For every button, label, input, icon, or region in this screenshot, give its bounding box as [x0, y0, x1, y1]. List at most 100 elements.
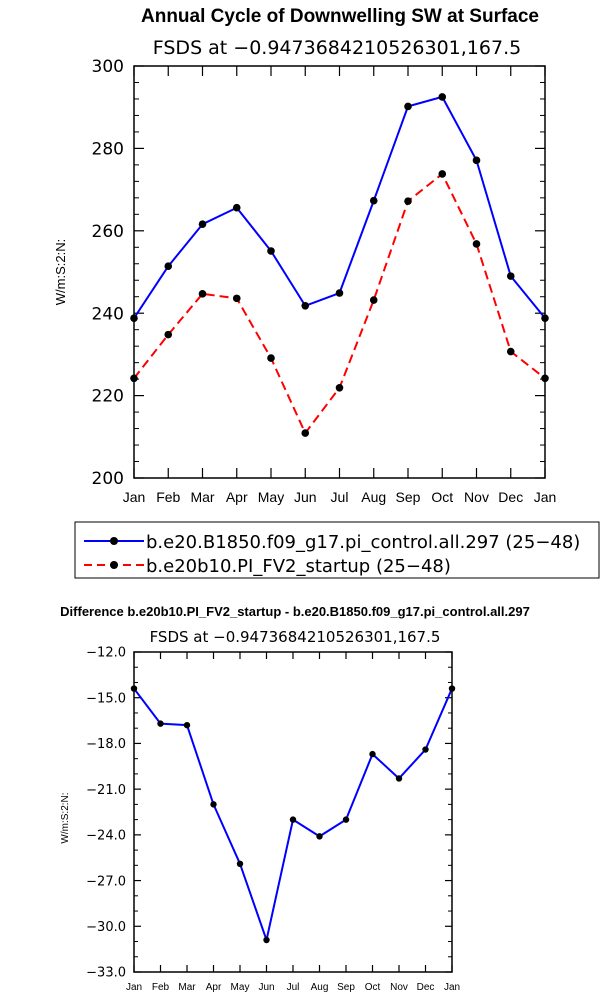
x-tick-label: Dec: [498, 489, 523, 505]
plot-area: 200 220 240 260 280 300 Jan Feb Mar Apr May Jun Jul A…: [92, 57, 557, 505]
legend-marker-control: [110, 537, 118, 545]
x-tick-label: Jun: [258, 982, 274, 993]
x-tick-label: Feb: [152, 982, 170, 993]
x-tick-label: Mar: [190, 489, 214, 505]
x-tick-label: Dec: [417, 982, 435, 993]
x-tick-label: Aug: [361, 489, 386, 505]
y-tick-label: −33.0: [86, 966, 126, 981]
x-tick-label: Jun: [294, 489, 317, 505]
data-point: [130, 314, 138, 322]
y-tick-label: 240: [92, 304, 124, 324]
y-tick-label: 300: [92, 57, 124, 77]
x-tick-label: Aug: [311, 982, 329, 993]
legend-marker-startup: [110, 561, 118, 569]
x-tick-label: May: [258, 489, 284, 505]
x-tick-label: Jan: [126, 982, 142, 993]
x-tick-label: Oct: [365, 982, 381, 993]
annual-cycle-chart: Annual Cycle of Downwelling SW at Surfac…: [53, 6, 556, 505]
y-tick-label: −12.0: [86, 646, 126, 661]
data-point: [130, 374, 138, 383]
data-point: [198, 220, 207, 229]
data-point: [263, 936, 270, 944]
y-tick-label: −30.0: [86, 920, 126, 935]
data-point: [335, 383, 344, 392]
x-tick-label: Jul: [287, 982, 300, 993]
x-tick-label: Apr: [226, 489, 248, 505]
data-point: [506, 347, 515, 356]
difference-plot-area: −33.0 −30.0 −27.0 −24.0 −21.0 −18.0 −15.0 −12.0…: [86, 646, 460, 993]
plot-frame: [133, 65, 546, 479]
data-point: [506, 272, 515, 280]
data-point: [232, 294, 241, 303]
data-point: [448, 685, 456, 692]
y-tick-label: −24.0: [86, 829, 126, 844]
data-point: [335, 289, 344, 297]
y-tick-label: −18.0: [86, 737, 126, 752]
data-point: [267, 354, 275, 362]
y-tick-label: −15.0: [86, 691, 126, 706]
data-point: [316, 833, 323, 840]
legend-label-control: b.e20.B1850.f09_g17.pi_control.all.297 (…: [146, 532, 580, 553]
series-line: [133, 95, 546, 319]
legend: b.e20.B1850.f09_g17.pi_control.all.297 (…: [74, 521, 600, 579]
x-tick-label: Oct: [431, 489, 453, 505]
x-tick-label: Sep: [396, 489, 421, 505]
data-point: [369, 196, 378, 205]
chart-title: Annual Cycle of Downwelling SW at Surfac…: [141, 6, 539, 27]
data-point: [164, 330, 173, 339]
data-point: [232, 203, 241, 212]
data-point: [267, 247, 275, 255]
data-point: [541, 314, 549, 322]
y-tick-label: −27.0: [86, 874, 126, 889]
y-tick-label: 200: [92, 469, 124, 489]
data-point: [130, 685, 138, 692]
y-tick-label: 280: [92, 140, 124, 160]
data-point: [472, 240, 481, 248]
data-point: [369, 296, 378, 304]
difference-chart-title: Difference b.e20b10.PI_FV2_startup - b.e…: [60, 604, 530, 619]
series-line: [133, 172, 546, 435]
plot-frame: [133, 651, 453, 973]
chart-subtitle: FSDS at −0.9473684210526301,167.5: [153, 37, 521, 59]
data-point: [342, 816, 350, 823]
data-point: [541, 374, 549, 383]
data-point: [301, 301, 310, 310]
data-point: [236, 860, 244, 868]
data-point: [422, 746, 429, 753]
legend-label-startup: b.e20b10.PI_FV2_startup (25−48): [146, 556, 451, 577]
data-point: [157, 720, 164, 727]
x-tick-label: Jan: [534, 489, 557, 505]
y-tick-label: 260: [92, 222, 124, 242]
x-tick-label: Sep: [337, 982, 355, 993]
y-tick-label: 220: [92, 387, 124, 407]
difference-chart: Difference b.e20b10.PI_FV2_startup - b.e…: [60, 604, 530, 993]
x-tick-label: May: [231, 982, 250, 993]
y-tick-label: −21.0: [86, 783, 126, 798]
difference-chart-subtitle: FSDS at −0.9473684210526301,167.5: [150, 628, 441, 646]
x-tick-label: Nov: [464, 489, 489, 505]
data-point: [395, 775, 403, 782]
data-point: [301, 429, 310, 437]
series-line: [133, 687, 453, 941]
data-point: [183, 721, 191, 729]
data-point: [438, 170, 447, 178]
x-tick-label: Nov: [390, 982, 408, 993]
y-axis-label: W/m:S:2:N:: [53, 239, 68, 305]
x-tick-label: Feb: [156, 489, 180, 505]
data-point: [210, 801, 217, 808]
x-tick-label: Jan: [444, 982, 460, 993]
difference-y-axis-label: W/m:S:2:N:: [60, 792, 71, 843]
data-point: [404, 197, 412, 205]
x-tick-label: Jul: [331, 489, 349, 505]
x-tick-label: Jan: [123, 489, 146, 505]
data-point: [164, 262, 173, 271]
data-point: [472, 156, 481, 165]
data-point: [198, 290, 207, 298]
data-point: [289, 816, 297, 823]
legend-box: [74, 521, 600, 579]
data-point: [369, 750, 376, 758]
data-point: [438, 93, 447, 101]
x-tick-label: Mar: [178, 982, 196, 993]
data-point: [404, 102, 412, 111]
